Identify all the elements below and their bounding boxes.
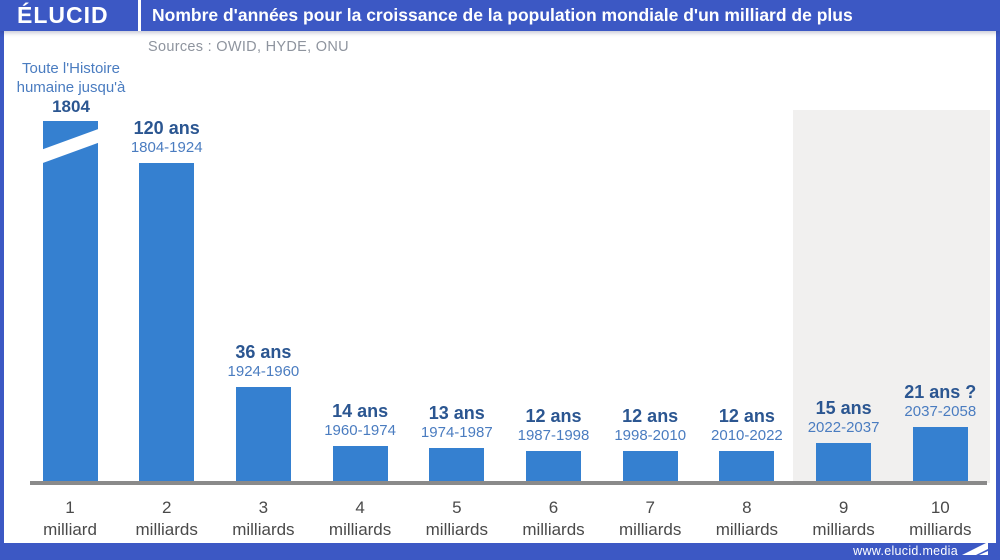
x-axis-label-10: 10 milliards bbox=[880, 497, 1000, 541]
bar-range-label: 2037-2058 bbox=[904, 403, 977, 420]
bar-range-label: 1974-1987 bbox=[420, 424, 493, 441]
bar-annotation-7: 12 ans 1998-2010 bbox=[585, 406, 715, 445]
bar-annotation-3: 36 ans 1924-1960 bbox=[198, 342, 328, 381]
bar-4-milliards bbox=[332, 446, 388, 483]
x-axis-unit: milliards bbox=[909, 520, 972, 539]
bar-annotation-10: 21 ans ? 2037-2058 bbox=[875, 382, 1000, 421]
frame-border-left bbox=[0, 31, 4, 560]
x-axis-label-1: 1 milliard bbox=[10, 497, 130, 541]
x-axis-number: 1 bbox=[65, 498, 75, 517]
bar-5-milliards bbox=[429, 448, 485, 483]
x-axis-label-5: 5 milliards bbox=[397, 497, 517, 541]
bar-2-milliards bbox=[139, 163, 195, 483]
bar-years-label: 21 ans ? bbox=[904, 382, 977, 402]
x-axis-label-7: 7 milliards bbox=[590, 497, 710, 541]
x-axis-unit: milliards bbox=[425, 520, 488, 539]
bar-annotation-5: 13 ans 1974-1987 bbox=[392, 403, 522, 442]
bar-6-milliards bbox=[526, 451, 581, 483]
bar-8-milliards bbox=[719, 451, 775, 483]
x-axis-unit: milliards bbox=[715, 520, 779, 539]
first-bar-annotation: Toute l'Histoire humaine jusqu'à 1804 bbox=[2, 60, 140, 117]
projection-background bbox=[793, 110, 990, 483]
footer-bar: www.elucid.media bbox=[0, 542, 1000, 560]
bar-annotation-6: 12 ans 1987-1998 bbox=[489, 406, 619, 445]
x-axis-unit: milliards bbox=[328, 520, 392, 539]
x-axis-number: 5 bbox=[452, 498, 462, 517]
first-bar-annotation-line1: Toute l'Histoire bbox=[22, 60, 120, 77]
x-axis-line bbox=[30, 481, 987, 485]
x-axis-number: 6 bbox=[548, 498, 559, 517]
x-axis-label-4: 4 milliards bbox=[300, 497, 420, 541]
bar-years-label: 13 ans bbox=[428, 403, 485, 423]
bar-range-label: 1804-1924 bbox=[130, 139, 203, 156]
x-axis-unit: milliards bbox=[135, 520, 198, 539]
bar-years-label: 120 ans bbox=[133, 118, 200, 138]
x-axis-unit: milliards bbox=[619, 520, 682, 539]
footer-url: www.elucid.media bbox=[853, 544, 958, 558]
x-axis-unit: milliards bbox=[522, 520, 585, 539]
bar-years-label: 15 ans bbox=[815, 398, 872, 418]
bar-range-label: 1998-2010 bbox=[614, 427, 687, 444]
x-axis-unit: milliards bbox=[812, 520, 875, 539]
x-axis-number: 7 bbox=[645, 498, 655, 517]
bar-annotation-2: 120 ans 1804-1924 bbox=[102, 118, 232, 157]
bar-annotation-4: 14 ans 1960-1974 bbox=[295, 401, 425, 440]
first-bar-annotation-line2: humaine jusqu'à bbox=[16, 78, 126, 96]
x-axis-unit: milliard bbox=[43, 520, 97, 539]
x-axis-label-8: 8 milliards bbox=[687, 497, 807, 541]
x-axis-unit: milliards bbox=[232, 520, 295, 539]
bar-range-label: 1960-1974 bbox=[324, 422, 396, 439]
bar-years-label: 14 ans bbox=[332, 401, 389, 421]
bar-1-milliard bbox=[42, 121, 98, 483]
bar-10-milliards bbox=[912, 427, 968, 483]
bar-3-milliards bbox=[235, 387, 291, 483]
bar-years-label: 36 ans bbox=[235, 342, 292, 362]
page-title: Nombre d'années pour la croissance de la… bbox=[152, 5, 853, 25]
x-axis-number: 9 bbox=[838, 498, 849, 517]
x-axis-number: 10 bbox=[930, 498, 950, 517]
bar-range-label: 1987-1998 bbox=[517, 427, 590, 444]
bar-range-label: 2010-2022 bbox=[711, 427, 783, 444]
brand-logo: ÉLUCID bbox=[17, 2, 109, 28]
x-axis-number: 4 bbox=[355, 498, 365, 517]
x-axis-label-6: 6 milliards bbox=[494, 497, 614, 541]
bar-annotation-9: 15 ans 2022-2037 bbox=[779, 398, 909, 437]
elucid-flag-arrow-icon bbox=[962, 542, 988, 555]
x-axis-label-2: 2 milliards bbox=[107, 497, 227, 541]
bar-years-label: 12 ans bbox=[718, 406, 775, 426]
bar-years-label: 12 ans bbox=[622, 406, 679, 426]
x-axis-number: 2 bbox=[161, 498, 172, 517]
x-axis-label-9: 9 milliards bbox=[784, 497, 904, 541]
bar-annotation-8: 12 ans 2010-2022 bbox=[682, 406, 812, 445]
header-divider bbox=[138, 0, 141, 31]
bar-9-milliards bbox=[816, 443, 872, 483]
header-bar: ÉLUCID Nombre d'années pour la croissanc… bbox=[0, 0, 1000, 31]
x-axis-label-3: 3 milliards bbox=[203, 497, 323, 541]
sources-label: Sources : OWID, HYDE, ONU bbox=[148, 39, 349, 55]
bar-7-milliards bbox=[622, 451, 678, 483]
first-bar-annotation-year: 1804 bbox=[52, 97, 90, 116]
bar-years-label: 12 ans bbox=[525, 406, 582, 426]
frame-border-right bbox=[996, 31, 1000, 560]
bar-range-label: 2022-2037 bbox=[807, 419, 880, 436]
bar-range-label: 1924-1960 bbox=[227, 363, 300, 380]
x-axis-number: 8 bbox=[742, 498, 752, 517]
x-axis-number: 3 bbox=[258, 498, 269, 517]
